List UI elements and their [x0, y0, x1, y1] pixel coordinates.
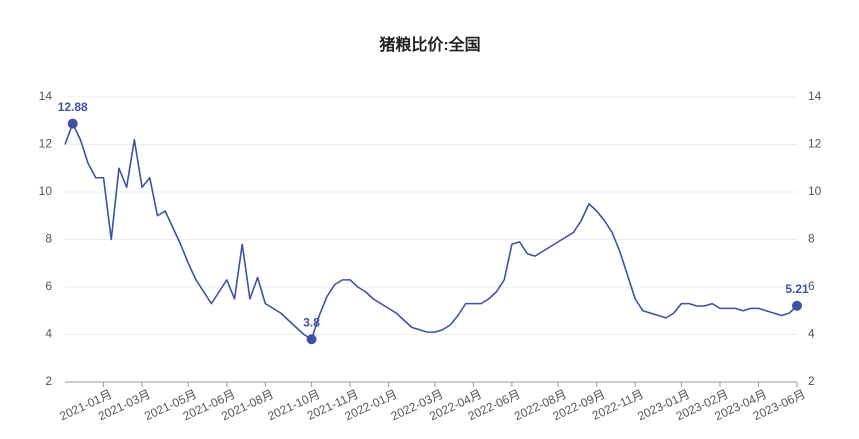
y-tick-label: 12: [39, 137, 53, 151]
point-marker: [67, 118, 78, 129]
value-label: 3.8: [303, 315, 320, 329]
y2-tick-label: 8: [808, 232, 815, 246]
y-tick-label: 14: [39, 89, 53, 103]
y2-tick-label: 4: [808, 327, 815, 341]
value-label: 12.88: [58, 100, 88, 114]
point-marker: [792, 300, 802, 311]
y2-tick-label: 2: [808, 374, 815, 388]
y2-tick-label: 6: [808, 279, 815, 293]
y2-tick-label: 10: [808, 184, 822, 198]
y-tick-label: 6: [45, 279, 52, 293]
line: [64, 122, 798, 341]
y2-tick-label: 12: [808, 137, 822, 151]
point-marker: [306, 334, 317, 345]
y2-tick-label: 14: [808, 89, 822, 103]
chart-title: 猪粮比价:全国: [378, 35, 480, 54]
y-tick-label: 2: [45, 374, 52, 388]
y-tick-label: 4: [45, 327, 52, 341]
value-label: 5.21: [785, 282, 809, 296]
y-tick-label: 10: [39, 184, 53, 198]
y-tick-label: 8: [45, 232, 52, 246]
